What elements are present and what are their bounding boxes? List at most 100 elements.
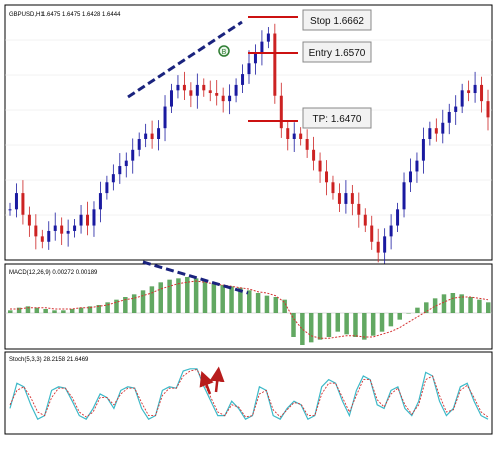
buy-marker-label: B xyxy=(222,49,227,56)
candle xyxy=(266,33,270,42)
macd-bar xyxy=(397,313,402,320)
candle xyxy=(176,84,180,91)
candle xyxy=(105,182,109,194)
macd-bar xyxy=(114,299,119,313)
candle xyxy=(460,90,464,107)
candle xyxy=(467,90,471,94)
macd-bar xyxy=(123,297,128,313)
candle xyxy=(260,41,264,53)
macd-bar xyxy=(16,307,22,313)
candle xyxy=(124,160,128,167)
buy-marker-circle xyxy=(218,45,230,57)
macd-panel: MACD(12,26,9) 0.00272 0.00189 xyxy=(4,260,493,350)
macd-bar xyxy=(69,309,75,313)
macd-bar xyxy=(131,294,137,313)
candle xyxy=(344,193,348,204)
macd-bar xyxy=(105,302,110,313)
tp-annotation-box xyxy=(302,107,372,129)
macd-bar xyxy=(220,285,225,313)
candle xyxy=(14,193,18,210)
macd-label: MACD(12,26,9) 0.00272 0.00189 xyxy=(9,270,98,276)
macd-divergence-line[interactable] xyxy=(142,260,249,295)
candle xyxy=(157,128,161,139)
macd-histogram xyxy=(8,277,491,345)
macd-bar xyxy=(282,299,287,313)
candle xyxy=(486,101,490,118)
candle xyxy=(137,139,141,150)
stop-annotation-box xyxy=(302,9,372,31)
macd-bar xyxy=(238,287,243,313)
macd-bar xyxy=(87,306,93,313)
stoch-signal-line xyxy=(9,368,489,418)
candle xyxy=(357,203,361,215)
macd-bar xyxy=(211,283,217,313)
candle xyxy=(286,128,290,139)
candle xyxy=(279,95,283,129)
macd-bar xyxy=(362,313,367,340)
macd-bar xyxy=(264,295,270,313)
candle xyxy=(441,122,445,134)
candle xyxy=(337,193,341,204)
candle xyxy=(253,52,257,64)
entry-annotation[interactable]: Entry 1.6570 xyxy=(302,41,372,63)
macd-bar xyxy=(78,307,84,313)
candle xyxy=(60,225,64,234)
macd-bar xyxy=(52,310,57,313)
candle xyxy=(53,225,57,231)
candle xyxy=(421,139,425,161)
candle xyxy=(318,160,322,172)
tp-annotation[interactable]: TP: 1.6470 xyxy=(302,107,372,129)
candle xyxy=(370,225,374,242)
macd-bar xyxy=(176,278,181,313)
macd-bar xyxy=(344,313,349,335)
candle xyxy=(221,95,225,102)
macd-bar xyxy=(193,278,199,313)
macd-bar xyxy=(300,313,305,345)
candle xyxy=(247,63,251,75)
macd-bar xyxy=(388,313,394,327)
macd-bar xyxy=(291,313,296,337)
stop-annotation[interactable]: Stop 1.6662 xyxy=(302,9,372,31)
stoch-arrow-left xyxy=(199,370,214,395)
ascending-trendline[interactable] xyxy=(127,20,243,99)
macd-bar xyxy=(441,294,447,313)
stoch-panel-background xyxy=(4,351,493,435)
macd-bar xyxy=(25,306,31,313)
stoch-main-line xyxy=(9,368,489,421)
ohlc-readout: 1.6475 1.6475 1.6428 1.6444 xyxy=(42,12,121,18)
candle xyxy=(312,149,316,161)
candle xyxy=(350,193,354,204)
candle xyxy=(415,160,419,172)
macd-bar xyxy=(432,298,438,313)
candle xyxy=(389,225,393,237)
candle xyxy=(299,133,303,139)
macd-bar xyxy=(140,290,146,313)
candle xyxy=(27,214,31,226)
stoch-panel: Stoch(5,3,3) 28.2158 21.6469 xyxy=(4,351,493,435)
macd-bar xyxy=(247,290,252,313)
macd-bar xyxy=(468,297,473,313)
macd-bar xyxy=(34,307,40,313)
candle xyxy=(195,84,199,96)
candle xyxy=(325,171,329,183)
candle xyxy=(208,90,212,94)
macd-bar xyxy=(273,297,279,313)
macd-bar xyxy=(61,310,66,313)
candle xyxy=(273,33,277,96)
entry-annotation-box xyxy=(302,41,372,63)
buy-marker[interactable]: B xyxy=(218,45,230,57)
candle xyxy=(131,149,135,161)
candle xyxy=(376,241,380,253)
macd-bar xyxy=(229,286,234,313)
macd-bar xyxy=(308,313,314,343)
candle xyxy=(202,84,206,91)
candle xyxy=(144,133,148,139)
stop-annotation-text: Stop 1.6662 xyxy=(310,16,364,27)
candle xyxy=(92,209,96,226)
candle xyxy=(79,214,83,226)
candle xyxy=(47,230,51,242)
macd-bar xyxy=(406,313,411,314)
candle xyxy=(292,133,296,139)
